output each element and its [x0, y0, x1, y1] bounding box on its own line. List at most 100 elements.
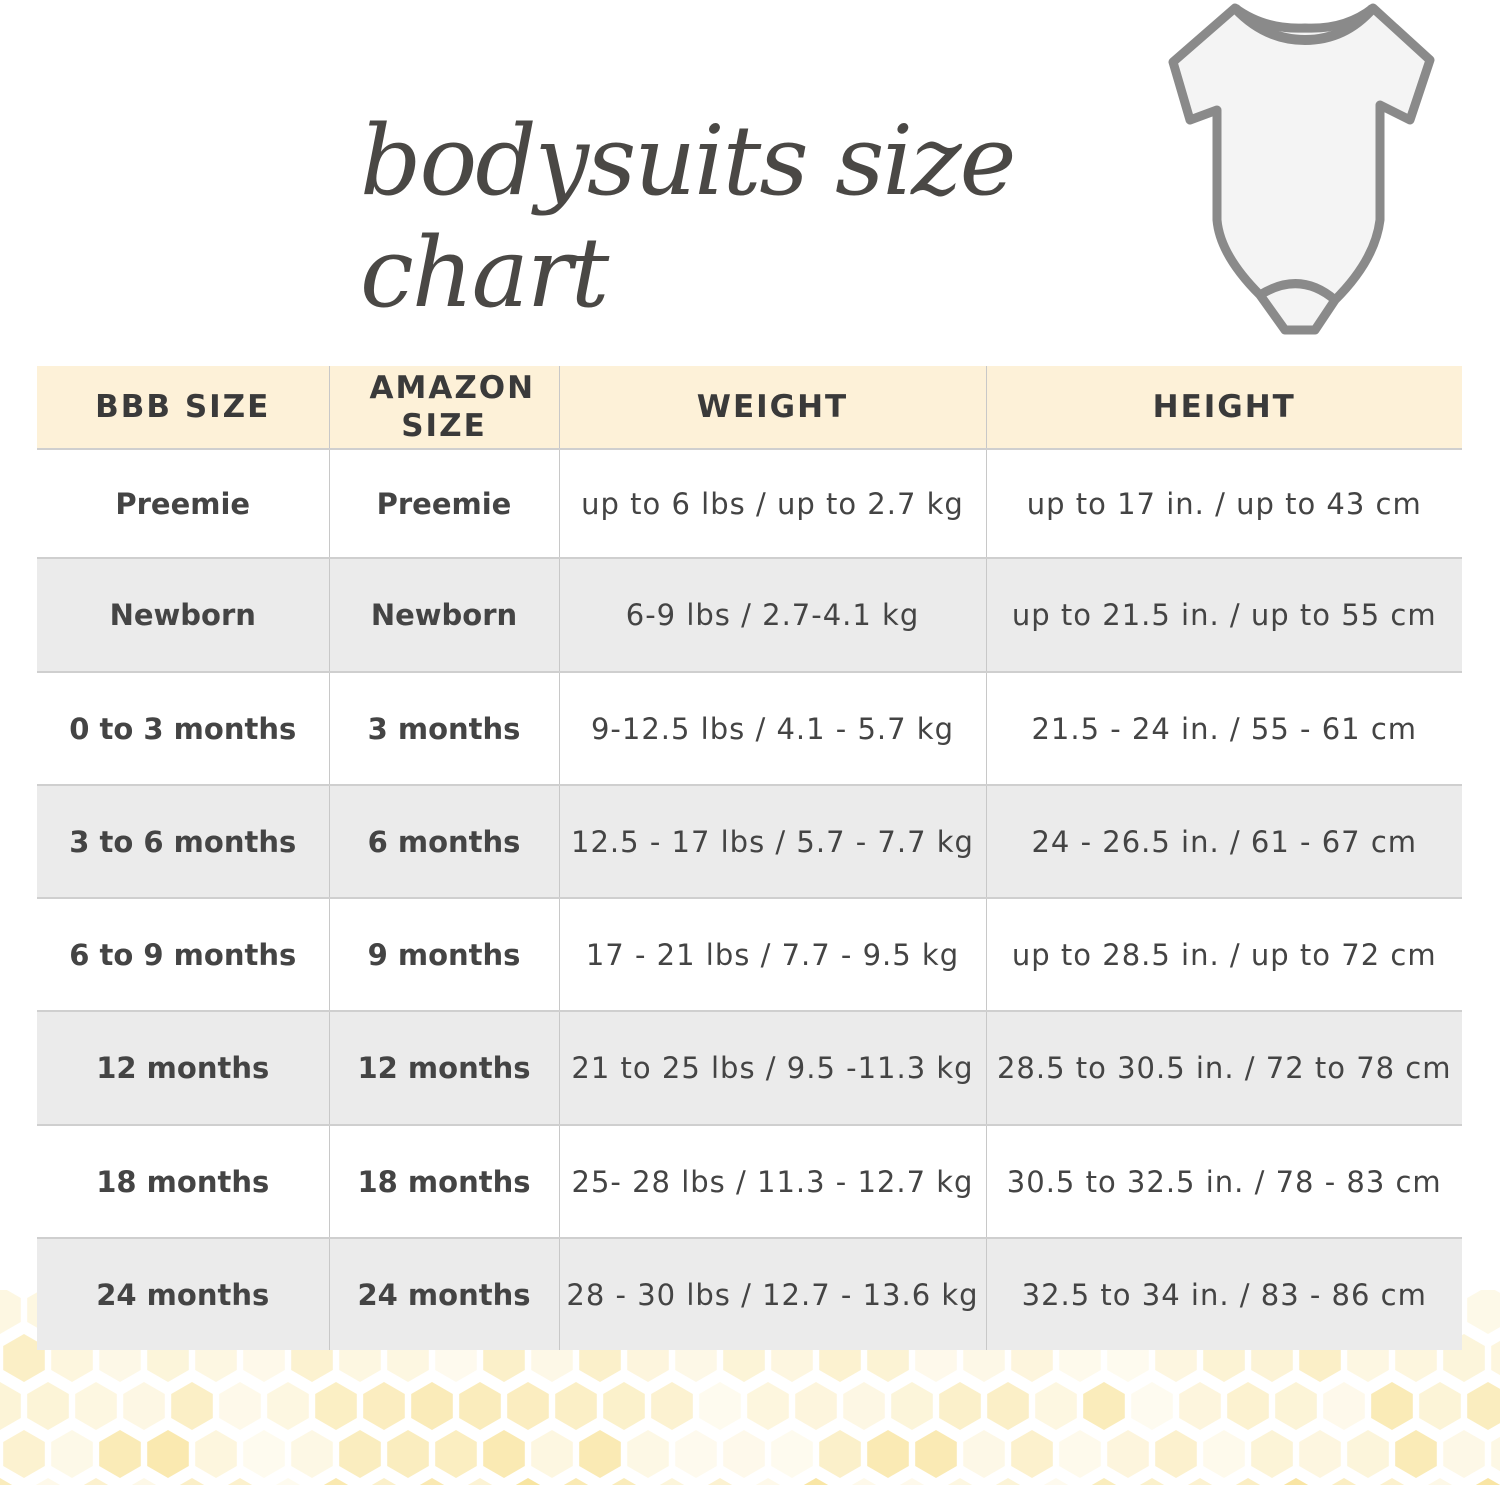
page-title: bodysuits size chart [360, 105, 1016, 329]
bbb-size-cell: 0 to 3 months [37, 671, 329, 785]
weight-cell: up to 6 lbs / up to 2.7 kg [558, 448, 986, 558]
honeycomb-cell [1323, 1382, 1365, 1430]
honeycomb-cell [419, 1478, 445, 1485]
height-cell: up to 21.5 in. / up to 55 cm [985, 557, 1462, 672]
honeycomb-cell [0, 1478, 13, 1485]
honeycomb-cell [483, 1430, 525, 1478]
height-cell: 30.5 to 32.5 in. / 78 - 83 cm [985, 1124, 1462, 1238]
honeycomb-cell [147, 1430, 189, 1478]
honeycomb-cell [851, 1478, 877, 1485]
honeycomb-cell [659, 1478, 685, 1485]
honeycomb-cell [27, 1382, 69, 1430]
bbb-size-cell: 18 months [37, 1124, 329, 1238]
honeycomb-cell [947, 1478, 973, 1485]
honeycomb-cell [219, 1382, 261, 1430]
honeycomb-cell [803, 1478, 829, 1485]
honeycomb-cell [1371, 1382, 1413, 1430]
honeycomb-cell [1091, 1478, 1117, 1485]
amazon-size-cell: 18 months [328, 1124, 559, 1238]
honeycomb-cell [1083, 1382, 1125, 1430]
honeycomb-cell [843, 1382, 885, 1430]
honeycomb-cell [1491, 1436, 1500, 1472]
honeycomb-cell [1275, 1382, 1317, 1430]
honeycomb-cell [1035, 1382, 1077, 1430]
honeycomb-cell [0, 1290, 21, 1334]
honeycomb-cell [939, 1382, 981, 1430]
height-cell: 21.5 - 24 in. / 55 - 61 cm [985, 671, 1462, 785]
table-row: 0 to 3 months 3 months 9-12.5 lbs / 4.1 - … [37, 671, 1462, 785]
honeycomb-cell [1443, 1430, 1485, 1478]
table-row: Preemie Preemie up to 6 lbs / up to 2.7 kg… [37, 448, 1462, 558]
header-bbb-size: BBB SIZE [37, 366, 329, 449]
honeycomb-cell [1331, 1478, 1357, 1485]
honeycomb-cell [1467, 1382, 1500, 1430]
honeycomb-cell [0, 1382, 21, 1430]
height-cell: up to 17 in. / up to 43 cm [985, 448, 1462, 558]
honeycomb-cell [747, 1382, 789, 1430]
honeycomb-cell [179, 1478, 205, 1485]
size-chart-table: BBB SIZE AMAZON SIZE WEIGHT HEIGHT Preem… [37, 366, 1462, 1350]
header-weight: WEIGHT [558, 366, 986, 449]
honeycomb-cell [723, 1430, 765, 1478]
honeycomb-cell [323, 1478, 349, 1485]
bodysuit-photo-icon [1168, 3, 1435, 335]
honeycomb-cell [1419, 1382, 1461, 1430]
honeycomb-cell [3, 1334, 45, 1382]
honeycomb-cell [1227, 1382, 1269, 1430]
height-cell: 24 - 26.5 in. / 61 - 67 cm [985, 784, 1462, 898]
bbb-size-cell: Preemie [37, 448, 329, 558]
amazon-size-cell: Preemie [328, 448, 559, 558]
honeycomb-cell [435, 1430, 477, 1478]
honeycomb-cell [131, 1478, 157, 1485]
weight-cell: 9-12.5 lbs / 4.1 - 5.7 kg [558, 671, 986, 785]
bbb-size-cell: 12 months [37, 1010, 329, 1125]
honeycomb-cell [1011, 1430, 1053, 1478]
honeycomb-cell [899, 1478, 925, 1485]
honeycomb-cell [1139, 1478, 1165, 1485]
table-row: 24 months 24 months 28 - 30 lbs / 12.7 - 1… [37, 1237, 1462, 1350]
honeycomb-cell [35, 1478, 61, 1485]
table-row: 12 months 12 months 21 to 25 lbs / 9.5 -11… [37, 1010, 1462, 1125]
honeycomb-cell [83, 1478, 109, 1485]
honeycomb-cell [1179, 1382, 1221, 1430]
honeycomb-cell [459, 1382, 501, 1430]
honeycomb-cell [867, 1430, 909, 1478]
weight-cell: 17 - 21 lbs / 7.7 - 9.5 kg [558, 897, 986, 1011]
honeycomb-cell [371, 1478, 397, 1485]
table-row: 6 to 9 months 9 months 17 - 21 lbs / 7.7 -… [37, 897, 1462, 1011]
bbb-size-cell: 6 to 9 months [37, 897, 329, 1011]
header-height: HEIGHT [985, 366, 1462, 449]
honeycomb-cell [99, 1430, 141, 1478]
honeycomb-cell [1299, 1430, 1341, 1478]
amazon-size-cell: 9 months [328, 897, 559, 1011]
honeycomb-cell [555, 1382, 597, 1430]
honeycomb-cell [1043, 1478, 1069, 1485]
weight-cell: 28 - 30 lbs / 12.7 - 13.6 kg [558, 1237, 986, 1350]
honeycomb-cell [291, 1430, 333, 1478]
amazon-size-cell: 3 months [328, 671, 559, 785]
honeycomb-cell [339, 1430, 381, 1478]
honeycomb-cell [707, 1478, 733, 1485]
honeycomb-cell [963, 1430, 1005, 1478]
honeycomb-cell [227, 1478, 253, 1485]
weight-cell: 6-9 lbs / 2.7-4.1 kg [558, 557, 986, 672]
amazon-size-cell: 12 months [328, 1010, 559, 1125]
honeycomb-cell [891, 1382, 933, 1430]
honeycomb-cell [1235, 1478, 1261, 1485]
honeycomb-cell [819, 1430, 861, 1478]
honeycomb-cell [1187, 1478, 1213, 1485]
honeycomb-cell [1107, 1430, 1149, 1478]
honeycomb-cell [51, 1430, 93, 1478]
honeycomb-cell [1283, 1478, 1309, 1485]
honeycomb-cell [1059, 1430, 1101, 1478]
honeycomb-cell [611, 1478, 637, 1485]
honeycomb-cell [1427, 1478, 1453, 1485]
honeycomb-cell [3, 1430, 45, 1478]
honeycomb-cell [627, 1430, 669, 1478]
honeycomb-cell [195, 1430, 237, 1478]
honeycomb-cell [411, 1382, 453, 1430]
weight-cell: 25- 28 lbs / 11.3 - 12.7 kg [558, 1124, 986, 1238]
honeycomb-cell [1203, 1430, 1245, 1478]
honeycomb-cell [363, 1382, 405, 1430]
honeycomb-cell [603, 1382, 645, 1430]
